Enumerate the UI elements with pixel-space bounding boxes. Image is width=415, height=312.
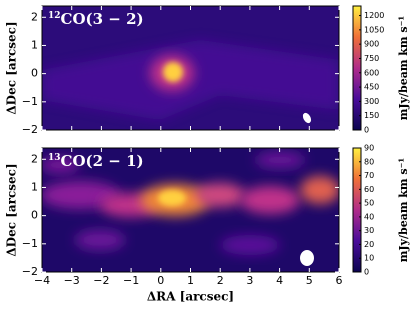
colorbar-tick-label: 70 (364, 171, 374, 180)
colorbar-tick-label: 750 (364, 54, 379, 63)
panel-label: 13CO(2 − 1) (48, 152, 144, 170)
colorbar (352, 147, 362, 273)
colorbar-tick-label: 10 (364, 254, 374, 263)
x-tick-label: −1 (123, 274, 139, 287)
colorbar-tick-label: 600 (364, 68, 379, 77)
image-emission (158, 190, 186, 206)
y-axis-label: ΔDec [arcsec] (5, 21, 19, 114)
panel (42, 148, 339, 272)
image-emission (75, 230, 125, 250)
colorbar-tick-label: 150 (364, 111, 379, 120)
colorbar-label: mJy/beam km s⁻¹ (397, 16, 410, 121)
image-emission (220, 235, 280, 255)
colorbar-tick-label: 450 (364, 83, 379, 92)
colorbar-tick-label: 300 (364, 97, 379, 106)
image-emission (255, 152, 305, 168)
colorbar-tick-label: 1050 (364, 25, 384, 34)
x-tick-label: 1 (187, 274, 194, 287)
y-tick-label: −1 (22, 237, 38, 250)
x-tick-label: 5 (306, 274, 313, 287)
image-emission (42, 157, 80, 173)
colorbar-tick-label: 30 (364, 226, 374, 235)
image-emission (300, 176, 339, 204)
beam (302, 112, 312, 124)
image-emission (42, 181, 120, 209)
label-text: CO(2 − 1) (61, 152, 144, 170)
panel (42, 6, 339, 130)
x-tick-label: −4 (34, 274, 50, 287)
colorbar (352, 5, 362, 131)
y-axis-label: ΔDec [arcsec] (5, 163, 19, 256)
y-tick-label: 2 (31, 152, 38, 165)
colorbar-tick-label: 20 (364, 240, 374, 249)
x-tick-label: 6 (336, 274, 343, 287)
beam (300, 250, 314, 266)
label-text: CO(3 − 2) (61, 10, 144, 28)
y-tick-label: 0 (31, 67, 38, 80)
image-emission (195, 183, 245, 207)
colorbar-tick-label: 90 (364, 144, 374, 153)
x-tick-label: 3 (246, 274, 253, 287)
label-superscript: 12 (48, 11, 61, 21)
colorbar-label: mJy/beam km s⁻¹ (397, 158, 410, 263)
label-superscript: 13 (48, 153, 61, 163)
colorbar-tick-label: 0 (364, 126, 369, 135)
colorbar-tick-label: 80 (364, 157, 374, 166)
x-tick-label: 4 (276, 274, 283, 287)
y-tick-label: 2 (31, 10, 38, 23)
colorbar-tick-label: 50 (364, 199, 374, 208)
image-emission (163, 62, 183, 82)
x-tick-label: −2 (93, 274, 109, 287)
panel-label: 12CO(3 − 2) (48, 10, 144, 28)
x-tick-label: 2 (217, 274, 224, 287)
colorbar-tick-label: 40 (364, 212, 374, 221)
y-tick-label: 0 (31, 209, 38, 222)
colorbar-tick-label: 1200 (364, 11, 384, 20)
y-tick-label: 1 (31, 180, 38, 193)
y-tick-label: 1 (31, 38, 38, 51)
x-tick-label: 0 (157, 274, 164, 287)
image-emission (240, 186, 300, 214)
y-tick-label: −2 (22, 265, 38, 278)
colorbar-tick-label: 60 (364, 185, 374, 194)
x-axis-label: ΔRA [arcsec] (147, 290, 234, 304)
y-tick-label: −1 (22, 95, 38, 108)
colorbar-tick-label: 900 (364, 40, 379, 49)
colorbar-tick-label: 0 (364, 268, 369, 277)
x-tick-label: −3 (64, 274, 80, 287)
y-tick-label: −2 (22, 123, 38, 136)
